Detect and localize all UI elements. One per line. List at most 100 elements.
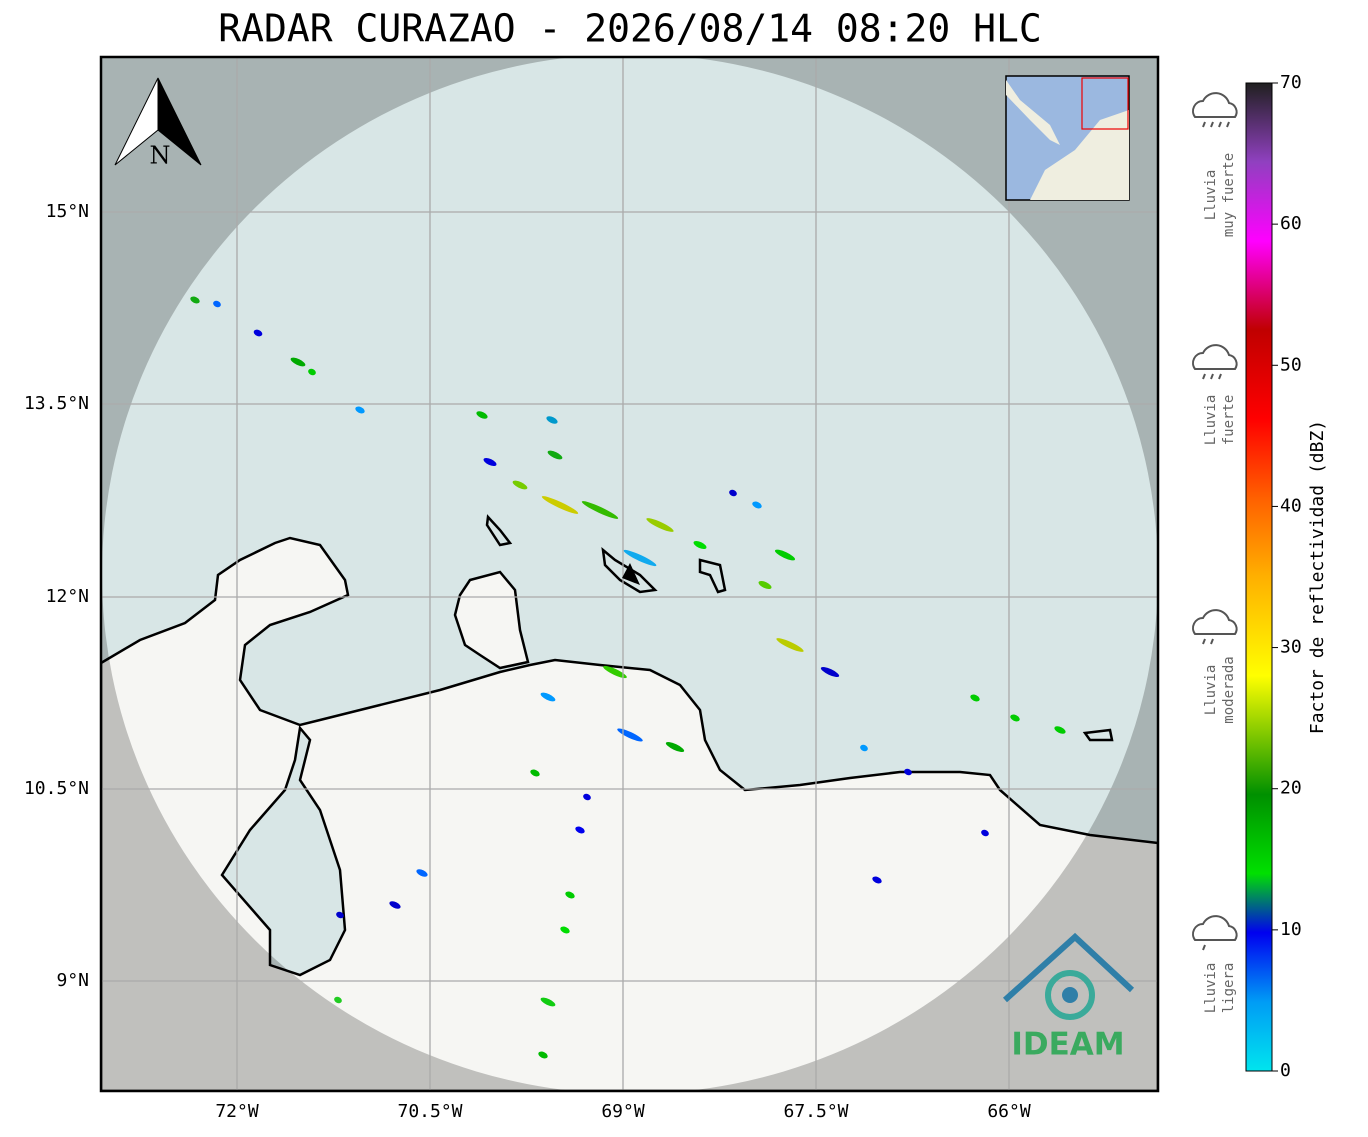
legend-text: Lluvia — [1203, 170, 1219, 221]
graticule — [101, 57, 1158, 1091]
weather-icon — [1192, 344, 1238, 370]
rain-drop — [1210, 373, 1214, 380]
rain-drop — [1210, 638, 1214, 645]
legend-text: Lluvia — [1203, 665, 1219, 716]
colorbar-tick-label: 60 — [1280, 213, 1302, 234]
mainland — [101, 536, 1158, 1091]
legend-text: ligera — [1221, 963, 1237, 1014]
lon-label: 69°W — [601, 1101, 645, 1122]
echo — [530, 769, 540, 777]
rain-drop — [1202, 373, 1206, 380]
echo — [334, 996, 342, 1004]
legend-text: Lluvia — [1203, 963, 1219, 1014]
echo — [540, 997, 556, 1007]
echo — [752, 501, 762, 509]
rain-drop — [1226, 121, 1230, 128]
title: RADAR CURAZAO - 2026/08/14 08:20 HLC — [218, 7, 1042, 51]
echo — [904, 768, 912, 776]
weather-icon — [1192, 609, 1238, 635]
lat-label: 12°N — [46, 586, 89, 607]
echo — [560, 926, 570, 934]
ideam-logo: IDEAM — [1002, 932, 1135, 1063]
echo — [538, 1051, 548, 1059]
paraguana — [453, 570, 530, 670]
lat-label: 10.5°N — [24, 778, 89, 799]
map-frame — [99, 55, 1160, 1093]
echo — [758, 580, 772, 590]
echo — [860, 744, 868, 752]
echo — [575, 826, 585, 834]
echo — [820, 666, 840, 678]
echo — [547, 450, 563, 460]
aruba — [485, 514, 513, 547]
colorbar-tick-label: 70 — [1280, 72, 1302, 93]
echo — [970, 694, 980, 702]
north-label: N — [150, 142, 171, 170]
echo — [603, 665, 627, 679]
legend-text: fuerte — [1221, 395, 1237, 446]
radar-site — [622, 563, 640, 585]
lat-label: 9°N — [56, 970, 89, 991]
axis-labels: 15°N 13.5°N 12°N 10.5°N 9°N 72°W 70.5°W 69°W 67.… — [24, 72, 1302, 1122]
echo — [483, 457, 497, 467]
echo — [308, 368, 316, 376]
lake-maracaibo — [220, 725, 347, 977]
inset-map — [1005, 75, 1130, 201]
lon-label: 67.5°W — [783, 1101, 848, 1122]
lat-label: 13.5°N — [24, 393, 89, 414]
echo — [665, 741, 685, 753]
echo — [546, 416, 558, 424]
echo — [190, 296, 200, 304]
colorbar-tick-label: 10 — [1280, 919, 1302, 940]
lon-label: 70.5°W — [397, 1101, 462, 1122]
echo — [693, 540, 707, 550]
legend-text: moderada — [1221, 656, 1237, 723]
echo — [355, 406, 365, 414]
echo — [213, 300, 221, 308]
echo — [290, 357, 306, 367]
colorbar-tick-label: 30 — [1280, 637, 1302, 658]
lon-label: 66°W — [987, 1101, 1031, 1122]
rain-drop — [1218, 121, 1222, 128]
echo — [476, 411, 488, 419]
colorbar — [1245, 82, 1273, 1072]
bonaire — [698, 558, 727, 594]
island — [1082, 728, 1114, 742]
rain-drop — [1202, 121, 1206, 128]
weather-icon — [1192, 915, 1238, 941]
colorbar-tick-label: 50 — [1280, 354, 1302, 375]
logo-text: IDEAM — [1011, 1027, 1124, 1063]
echo — [581, 501, 619, 519]
colorbar-tick-label: 20 — [1280, 778, 1302, 799]
weather-icon — [1192, 92, 1238, 118]
colorbar-tick-label: 0 — [1280, 1060, 1291, 1081]
echo — [1010, 714, 1020, 722]
legend-text: muy fuerte — [1221, 153, 1237, 237]
echo — [336, 911, 344, 919]
map-body — [101, 57, 1158, 1091]
rain-drop — [1210, 121, 1214, 128]
echo — [253, 329, 263, 337]
echo — [774, 549, 796, 561]
echo — [389, 901, 401, 909]
echo — [776, 638, 804, 652]
rain-drop — [1202, 944, 1206, 951]
echo — [1054, 726, 1066, 734]
echo — [541, 496, 579, 514]
colorbar-label: Factor de reflectividad (dBZ) — [1307, 420, 1328, 734]
rain-drop — [1218, 373, 1222, 380]
colorbar-tick-label: 40 — [1280, 495, 1302, 516]
echo — [416, 869, 428, 877]
echo — [565, 891, 575, 899]
echo — [540, 692, 556, 702]
echo — [623, 549, 657, 567]
echo — [981, 829, 989, 837]
echo — [729, 489, 737, 497]
echo — [646, 518, 674, 532]
north-arrow: N — [114, 77, 202, 170]
rain-drop — [1202, 638, 1206, 645]
lat-label: 15°N — [46, 201, 89, 222]
echo — [583, 793, 591, 801]
